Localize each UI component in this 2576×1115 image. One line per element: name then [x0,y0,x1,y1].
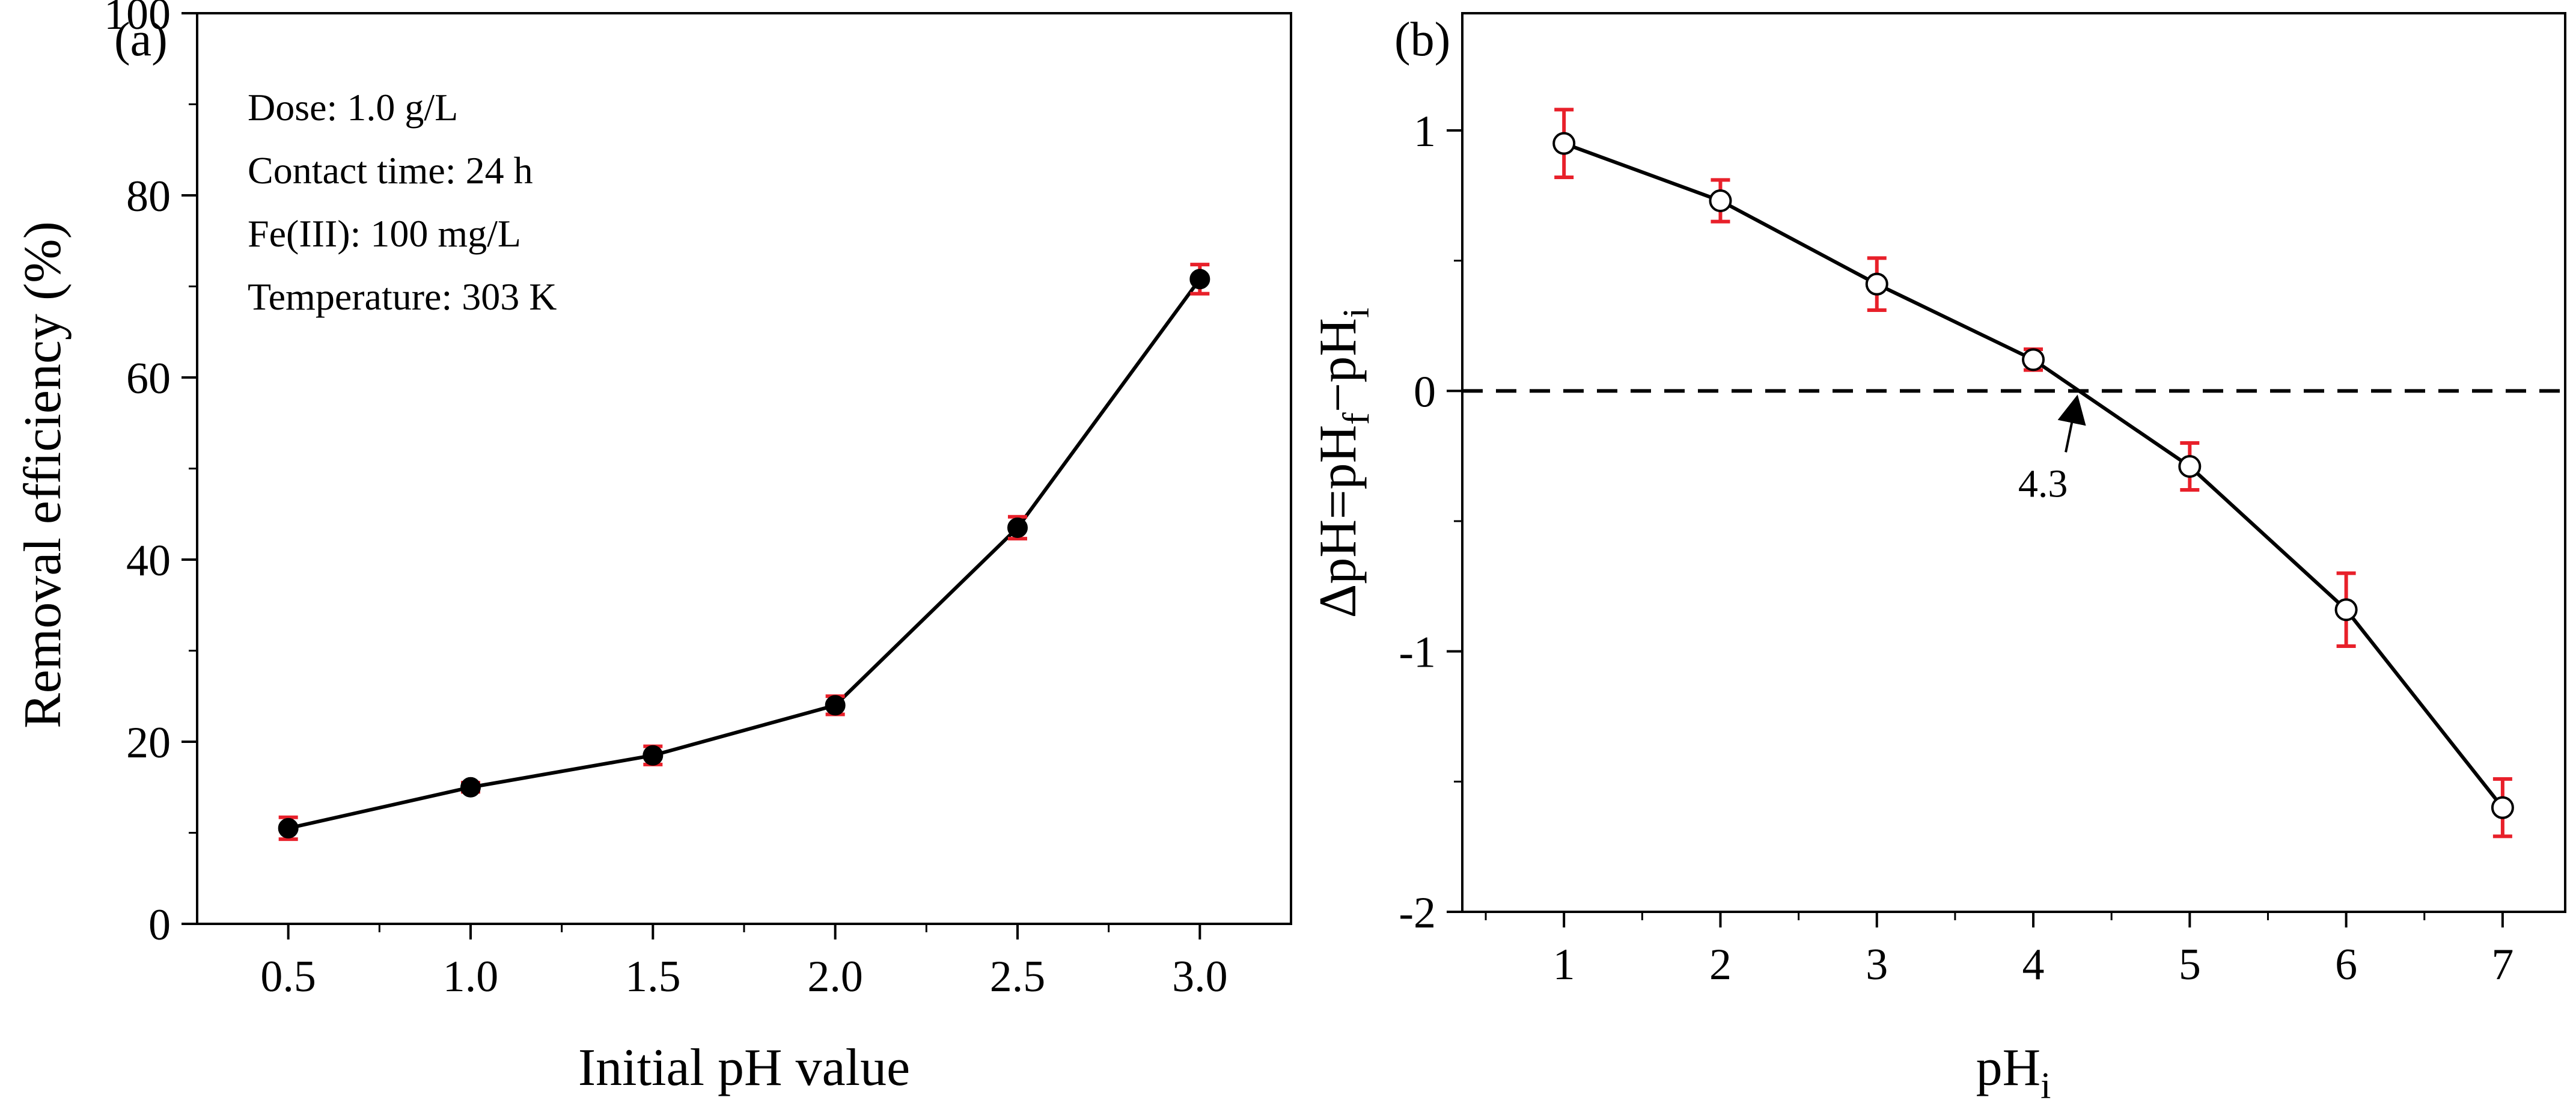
y-tick-label: 0 [1414,367,1436,417]
data-point [1552,132,1576,155]
annotation-dose: Dose: 1.0 g/L [248,86,458,129]
x-tick-label: 3.0 [1172,952,1228,1001]
data-point [1007,517,1028,538]
data-point [1709,189,1732,212]
chart-a: (a) 0.5 1.0 1.5 2.0 2.5 3.0 0 20 40 60 80 100 Init… [14,0,1292,1097]
y-axis-title-b-minus: −pH [1309,318,1367,412]
panel-label-b: (b) [1394,13,1450,66]
y-axis-title-b: ΔpH=pHf−pHi [1309,308,1377,618]
x-tick-label: 7 [2491,940,2513,989]
data-point [460,777,481,798]
y-tick-label: 60 [126,354,171,403]
y-axis-title-b-sub-f: f [1336,412,1377,425]
panel-label-a: (a) [114,13,168,66]
y-tick-label: -1 [1399,628,1436,677]
y-ticks-b: -2 -1 0 1 [1399,107,1462,938]
data-point [2491,796,2514,819]
data-point [1865,272,1888,296]
y-tick-label: 1 [1414,107,1436,156]
y-tick-label: 0 [148,900,171,950]
x-tick-label: 5 [2179,940,2201,989]
x-tick-label: 2 [1709,940,1732,989]
y-tick-label: 100 [104,0,171,39]
annotation-temperature: Temperature: 303 K [248,275,557,318]
y-ticks-a: 0 20 40 60 80 100 [104,0,197,950]
x-tick-label: 6 [2335,940,2357,989]
y-axis-title-a: Removal efficiency (%) [14,221,72,729]
series-b [1552,108,2514,839]
crossing-label: 4.3 [2018,462,2068,506]
x-tick-label: 3 [1866,940,1888,989]
y-tick-label: -2 [1399,888,1436,938]
x-tick-label: 1 [1553,940,1575,989]
x-axis-title-a: Initial pH value [578,1039,910,1097]
x-tick-label: 0.5 [260,952,316,1001]
x-tick-label: 4 [2022,940,2045,989]
annotation-block-a: Dose: 1.0 g/L Contact time: 24 h Fe(III)… [248,86,557,318]
x-tick-label: 1.0 [443,952,499,1001]
data-point [825,695,846,716]
y-axis-title-b-delta: ΔpH=pH [1309,425,1367,618]
x-ticks-b: 1 2 3 4 5 6 7 [1485,912,2513,989]
data-point [278,817,299,839]
data-point [1189,269,1210,290]
plot-frame-b [1461,12,2566,913]
series-line [288,278,1201,830]
y-axis-title-b-sub-i: i [1336,308,1377,318]
x-ticks-a: 0.5 1.0 1.5 2.0 2.5 3.0 [260,924,1228,1001]
x-tick-label: 2.5 [990,952,1046,1001]
series-a [278,263,1210,842]
data-point [2334,598,2358,622]
crossing-arrow [2057,394,2086,453]
x-tick-label: 2.0 [807,952,863,1001]
y-tick-label: 80 [126,172,171,221]
x-axis-title-b-main: pH [1976,1039,2041,1097]
x-tick-label: 1.5 [625,952,681,1001]
data-point [2178,455,2202,478]
annotation-contact-time: Contact time: 24 h [248,149,533,192]
data-point [2022,348,2045,371]
y-tick-label: 40 [126,536,171,585]
y-tick-label: 20 [126,718,171,768]
annotation-fe-concentration: Fe(III): 100 mg/L [248,212,521,255]
x-axis-title-b: pHi [1976,1039,2051,1107]
x-axis-title-b-sub: i [2040,1066,2051,1107]
data-point [642,745,664,766]
